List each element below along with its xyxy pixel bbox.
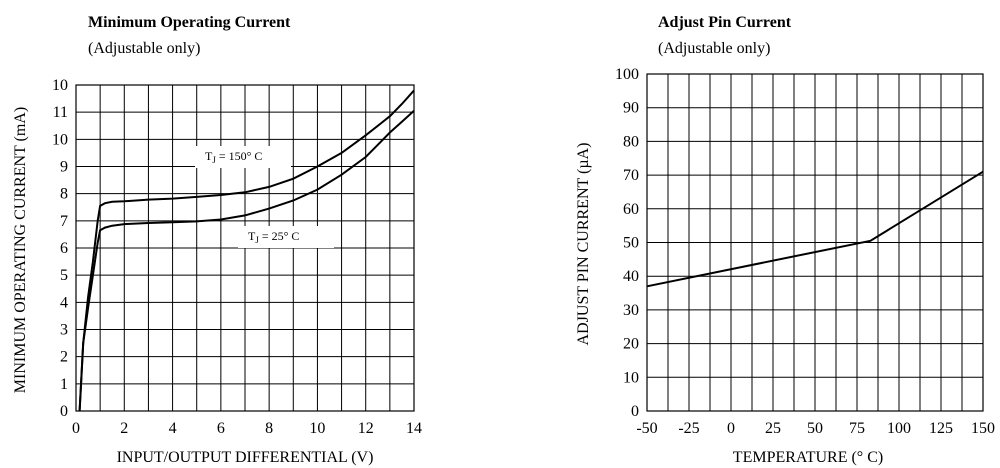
y-tick-label: 1 <box>60 376 68 393</box>
y-axis-label: MINIMUM OPERATING CURRENT (mA) <box>12 107 29 393</box>
series-label: TJ = 150° C <box>205 149 262 165</box>
series-line <box>646 170 984 288</box>
x-tick-label: 50 <box>807 420 823 437</box>
gridlines <box>646 73 984 412</box>
series-label-bg <box>195 146 291 168</box>
min-operating-current-chart: Minimum Operating Current (Adjustable on… <box>12 14 422 466</box>
y-tick-label: 70 <box>623 167 639 184</box>
y-tick-label: 8 <box>60 186 68 203</box>
x-tick-label: 2 <box>120 420 128 437</box>
x-tick-label: 100 <box>887 420 911 437</box>
chart-subtitle: (Adjustable only) <box>658 40 770 57</box>
plot-frame <box>646 73 984 412</box>
x-axis-label: INPUT/OUTPUT DIFFERENTIAL (V) <box>117 449 374 466</box>
x-tick-label: 150 <box>971 420 995 437</box>
y-tick-label: 5 <box>60 267 68 284</box>
x-tick-label: 6 <box>217 420 225 437</box>
y-tick-label: 50 <box>623 235 639 252</box>
x-tick-label: 0 <box>72 420 80 437</box>
x-tick-label: 10 <box>309 420 325 437</box>
chart-title: Minimum Operating Current <box>88 14 291 31</box>
x-tick-label: 4 <box>169 420 177 437</box>
x-tick-label: 8 <box>265 420 273 437</box>
y-tick-label: 7 <box>60 213 68 230</box>
series-label-bg <box>238 226 334 248</box>
y-tick-label: 30 <box>623 302 639 319</box>
y-tick-label: 20 <box>623 336 639 353</box>
y-tick-label: 2 <box>60 349 68 366</box>
y-tick-label: 9 <box>60 159 68 176</box>
chart-title: Adjust Pin Current <box>658 14 792 31</box>
y-tick-label: 90 <box>623 100 639 117</box>
y-tick-label: 0 <box>60 403 68 420</box>
series-line <box>78 110 415 412</box>
adjust-pin-current-chart: Adjust Pin Current (Adjustable only) TEM… <box>575 14 995 466</box>
y-tick-label: 11 <box>53 104 68 121</box>
x-tick-label: -25 <box>678 420 699 437</box>
y-tick-label: 100 <box>615 66 639 83</box>
x-tick-label: 0 <box>727 420 735 437</box>
y-tick-label: 40 <box>623 268 639 285</box>
series-line <box>78 89 415 412</box>
y-tick-label: 10 <box>623 369 639 386</box>
y-tick-label: 80 <box>623 133 639 150</box>
y-tick-label: 60 <box>623 201 639 218</box>
y-tick-label: 10 <box>52 131 68 148</box>
y-tick-label: 4 <box>60 294 68 311</box>
y-tick-label: 10 <box>52 77 68 94</box>
x-tick-label: 75 <box>849 420 865 437</box>
x-tick-label: 25 <box>765 420 781 437</box>
x-tick-label: 12 <box>358 420 374 437</box>
y-tick-label: 3 <box>60 322 68 339</box>
x-tick-label: 125 <box>929 420 953 437</box>
x-axis-label: TEMPERATURE (° C) <box>733 449 883 466</box>
y-axis-label: ADJUST PIN CURRENT (µA) <box>575 143 592 346</box>
plot-frame <box>75 84 415 412</box>
x-tick-label: 14 <box>406 420 422 437</box>
x-tick-label: -50 <box>636 420 657 437</box>
y-tick-label: 0 <box>631 403 639 420</box>
y-tick-label: 6 <box>60 240 68 257</box>
chart-subtitle: (Adjustable only) <box>88 40 200 57</box>
series-label: TJ = 25° C <box>248 229 299 245</box>
